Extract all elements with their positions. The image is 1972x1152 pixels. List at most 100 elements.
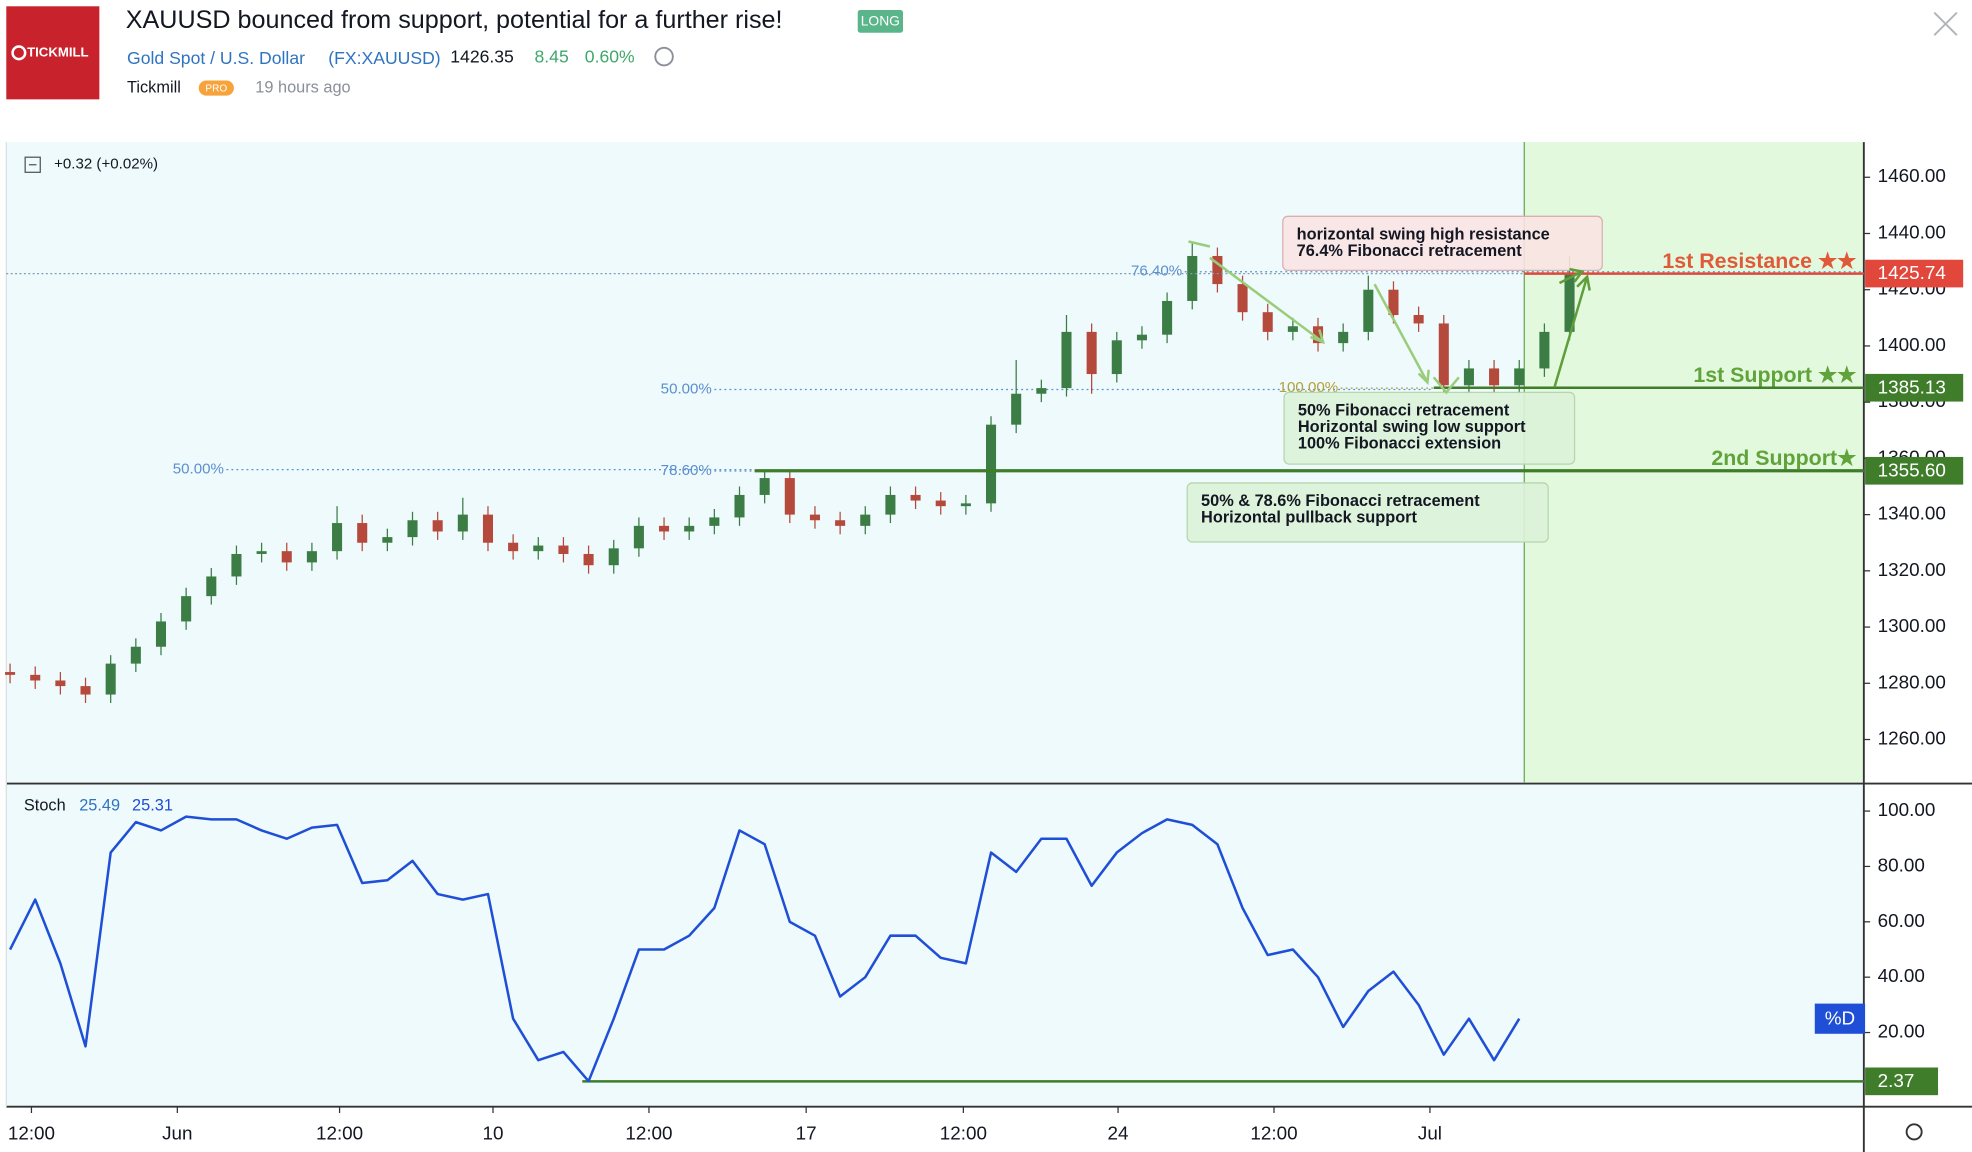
arrow — [1373, 283, 1430, 386]
symbol[interactable]: (FX:XAUUSD) — [328, 48, 440, 68]
level-name: 1st Support ★★ — [1693, 363, 1856, 387]
stoch-title: Stoch — [24, 796, 66, 814]
y-tick-label: 1280.00 — [1878, 671, 1946, 692]
candle-body — [1061, 331, 1072, 389]
candle-body — [181, 596, 192, 622]
x-tick-label: Jun — [162, 1122, 192, 1143]
candle-body — [860, 514, 871, 526]
fib-label: 50.00% — [661, 380, 712, 397]
candle-body — [885, 494, 896, 515]
candle-body — [382, 537, 393, 543]
arrow — [1188, 240, 1326, 345]
candle-body — [231, 553, 242, 577]
annotation-text: Horizontal pullback support — [1201, 508, 1417, 526]
candle-body — [155, 621, 167, 647]
candle-body — [30, 674, 41, 681]
change: 8.45 — [535, 47, 569, 67]
stoch-line — [8, 815, 1521, 1083]
candle-body — [835, 520, 846, 526]
candle-body — [633, 525, 644, 549]
x-tick-label: 12:00 — [940, 1122, 987, 1143]
stoch-level-badge — [1865, 1067, 1939, 1096]
idea-title: XAUUSD bounced from support, potential f… — [126, 6, 783, 34]
x-tick-label: 24 — [1108, 1122, 1129, 1143]
candle-body — [1237, 284, 1248, 313]
stoch-value: 25.49 — [79, 796, 120, 814]
candle-body — [105, 663, 116, 695]
candle-body — [332, 523, 343, 552]
fib-label: 76.40% — [1131, 263, 1182, 280]
level-badge — [1865, 456, 1964, 485]
arrow — [1553, 274, 1591, 388]
close-button[interactable] — [1933, 11, 1958, 36]
candle-body — [1011, 393, 1022, 425]
logo — [6, 6, 100, 100]
candle-body — [1363, 289, 1374, 332]
candle-body — [1111, 340, 1122, 375]
candle-body — [684, 525, 695, 532]
candle-body — [1312, 326, 1324, 344]
annotation-text: 100% Fibonacci extension — [1298, 434, 1501, 452]
level-name: 1st Resistance ★★ — [1662, 249, 1856, 273]
candle-body — [659, 525, 670, 532]
level-name: 2nd Support★ — [1711, 446, 1856, 470]
x-tick-label: 12:00 — [8, 1122, 55, 1143]
alarm-icon[interactable] — [654, 46, 674, 67]
candle-body — [1413, 315, 1424, 324]
candle-body — [5, 672, 16, 675]
candle-body — [432, 520, 443, 532]
y-tick-label: 80.00 — [1878, 854, 1925, 875]
candle-body — [986, 424, 997, 504]
stoch-level-label: 2.37 — [1878, 1070, 1915, 1091]
logo-icon — [11, 45, 27, 61]
fib-label: 50.00% — [173, 461, 224, 478]
legend-label: %D — [1825, 1007, 1855, 1028]
tag-text: LONG — [861, 13, 900, 29]
candle-body — [482, 514, 494, 543]
price: 1426.35 — [450, 47, 514, 67]
y-tick-label: 1340.00 — [1878, 503, 1946, 524]
legend-badge — [1814, 1003, 1866, 1034]
annotation-text: Horizontal swing low support — [1298, 418, 1526, 436]
x-tick-label: 10 — [483, 1122, 504, 1143]
candle-body — [130, 646, 141, 664]
collapse-icon[interactable] — [24, 156, 41, 173]
x-tick-label: 12:00 — [625, 1122, 672, 1143]
candle-body — [1187, 255, 1198, 301]
annotation-box — [1186, 482, 1549, 543]
swing-arrows — [1188, 240, 1460, 395]
candle-body — [508, 542, 519, 552]
y-tick-label: 40.00 — [1878, 965, 1925, 986]
candle-body — [709, 517, 720, 526]
candle-body — [256, 551, 267, 554]
legend-change: +0.32 (+0.02%) — [54, 156, 158, 173]
candle-body — [55, 680, 66, 687]
candle-body — [809, 514, 820, 521]
marks: 1460.001440.001420.001400.001380.001360.… — [5, 165, 1964, 1143]
logo-text: TICKMILL — [27, 44, 89, 59]
candle-body — [457, 514, 468, 532]
candle-body — [759, 478, 770, 495]
candle-body — [1287, 326, 1298, 332]
candle-body — [1338, 331, 1349, 344]
y-tick-label: 20.00 — [1878, 1021, 1925, 1042]
y-tick-label: 1320.00 — [1878, 559, 1946, 580]
author[interactable]: Tickmill — [127, 78, 181, 96]
candle-body — [306, 551, 317, 563]
candle-body — [1489, 368, 1500, 386]
candle-body — [734, 494, 745, 518]
candle-body — [558, 545, 569, 554]
candle-body — [960, 503, 971, 507]
y-tick-label: 60.00 — [1878, 910, 1925, 931]
y-tick-label: 1300.00 — [1878, 615, 1946, 636]
candle-body — [281, 551, 292, 563]
arrow — [1558, 267, 1585, 285]
candle-body — [583, 553, 594, 566]
pro-badge — [198, 80, 234, 96]
annotation-text: 50% Fibonacci retracement — [1298, 402, 1510, 420]
symbol-name[interactable]: Gold Spot / U.S. Dollar — [127, 48, 305, 68]
settings-icon[interactable] — [1905, 1123, 1923, 1141]
y-tick-label: 1460.00 — [1878, 165, 1946, 186]
y-tick-label: 100.00 — [1878, 799, 1936, 820]
